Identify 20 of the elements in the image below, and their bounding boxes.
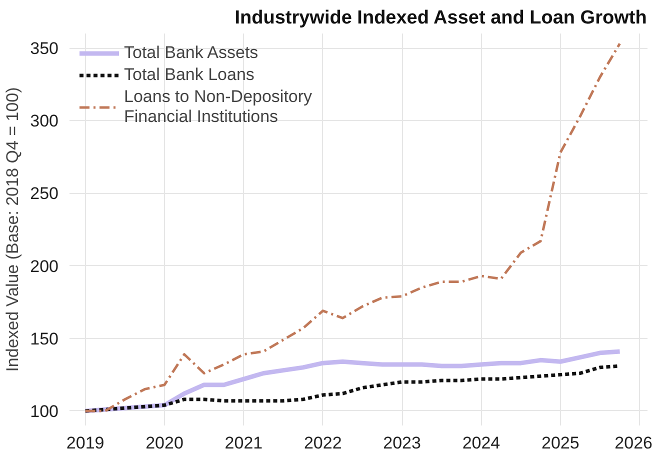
x-tick-label: 2019 xyxy=(66,434,104,451)
y-axis-title: Indexed Value (Base: 2018 Q4 = 100) xyxy=(3,87,22,372)
y-tick-label: 350 xyxy=(30,39,59,58)
x-tick-label: 2020 xyxy=(146,434,184,451)
x-tick-label: 2024 xyxy=(462,434,500,451)
x-tick-label: 2023 xyxy=(383,434,421,451)
legend-label: Total Bank Loans xyxy=(124,65,254,85)
y-tick-label: 250 xyxy=(30,184,59,204)
y-tick-label: 200 xyxy=(30,256,59,276)
y-tick-label: 300 xyxy=(30,112,59,131)
x-tick-label: 2026 xyxy=(614,434,652,451)
x-tick-label: 2022 xyxy=(304,434,342,451)
y-tick-label: 150 xyxy=(30,329,59,348)
legend-label: Loans to Non-Depository Financial Institutions xyxy=(124,87,312,127)
x-tick-label: 2025 xyxy=(541,434,580,451)
y-tick-label: 100 xyxy=(30,402,59,421)
x-tick-label: 2021 xyxy=(224,434,263,451)
legend-label: Total Bank Assets xyxy=(124,43,258,63)
chart-title: Industrywide Indexed Asset and Loan Growth xyxy=(234,8,647,28)
line-series xyxy=(84,42,622,412)
